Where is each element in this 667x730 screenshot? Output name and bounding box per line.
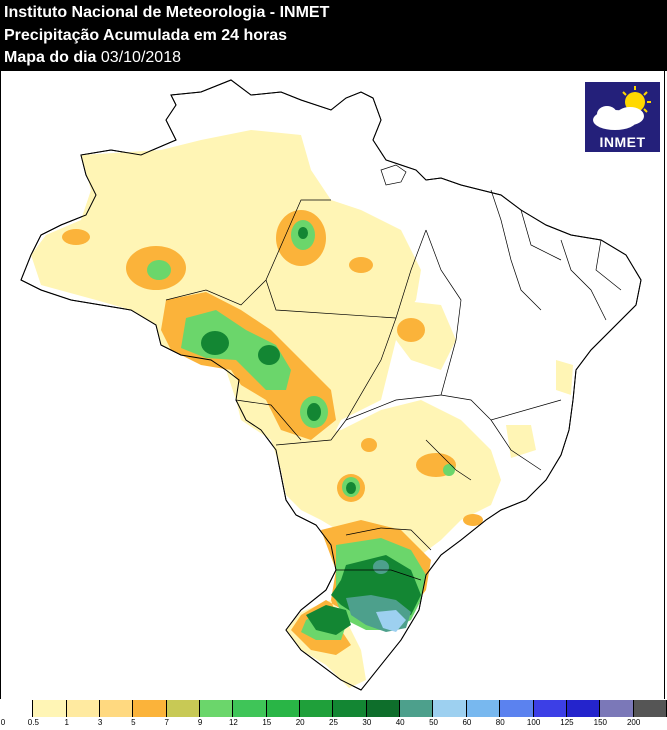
map-date: 03/10/2018 bbox=[100, 49, 181, 66]
marajo-island bbox=[380, 164, 407, 186]
legend-tick: 0.5 bbox=[27, 718, 39, 727]
legend-tick: 30 bbox=[362, 718, 372, 727]
legend-swatch bbox=[66, 700, 101, 717]
legend-swatch bbox=[600, 700, 634, 717]
legend-tick: 1 bbox=[64, 718, 69, 727]
map-header: Instituto Nacional de Meteorologia - INM… bbox=[0, 0, 667, 71]
legend-swatch bbox=[133, 700, 167, 717]
legend-swatch bbox=[366, 700, 401, 717]
precipitation-legend: 0 0.5 1 3 5 7 9 12 15 20 25 30 40 50 60 80 100 125 150 200 bbox=[0, 700, 667, 730]
legend-swatch bbox=[333, 700, 367, 717]
legend-tick: 80 bbox=[495, 718, 505, 727]
legend-swatch bbox=[200, 700, 234, 717]
state-borders bbox=[165, 189, 622, 581]
map-date-label: Mapa do dia bbox=[4, 49, 101, 66]
legend-color-bar bbox=[0, 700, 667, 717]
precipitation-map bbox=[0, 71, 665, 699]
legend-swatch bbox=[33, 700, 67, 717]
brazil-map-svg bbox=[20, 79, 642, 691]
legend-tick: 9 bbox=[197, 718, 203, 727]
legend-tick: 0 bbox=[0, 718, 6, 727]
map-date-line: Mapa do dia 03/10/2018 bbox=[4, 48, 181, 68]
legend-tick: 20 bbox=[295, 718, 305, 727]
logo-label: INMET bbox=[599, 134, 646, 150]
legend-tick: 12 bbox=[228, 718, 238, 727]
legend-tick: 3 bbox=[97, 718, 103, 727]
legend-swatch bbox=[466, 700, 501, 717]
legend-tick: 25 bbox=[329, 718, 338, 727]
legend-swatch bbox=[566, 700, 601, 717]
legend-tick: 7 bbox=[164, 718, 169, 727]
legend-swatch bbox=[166, 700, 201, 717]
inmet-logo: INMET bbox=[585, 82, 660, 152]
legend-swatch bbox=[433, 700, 467, 717]
legend-tick-labels: 0 0.5 1 3 5 7 9 12 15 20 25 30 40 50 60 80 100 125 150 200 bbox=[0, 718, 667, 730]
legend-tick: 125 bbox=[560, 718, 574, 727]
legend-swatch bbox=[633, 700, 667, 717]
legend-swatch bbox=[400, 700, 434, 717]
legend-tick: 150 bbox=[593, 718, 607, 727]
legend-tick: 40 bbox=[395, 718, 405, 727]
legend-tick: 15 bbox=[262, 718, 272, 727]
legend-tick: 100 bbox=[526, 718, 541, 727]
legend-tick: 200 bbox=[626, 718, 641, 727]
legend-swatch bbox=[0, 700, 34, 717]
precip-light-layer bbox=[31, 130, 573, 688]
legend-swatch bbox=[533, 700, 567, 717]
legend-swatch bbox=[266, 700, 301, 717]
sun-cloud-icon bbox=[593, 86, 651, 130]
legend-swatch bbox=[100, 700, 134, 717]
legend-swatch bbox=[300, 700, 334, 717]
institute-title: Instituto Nacional de Meteorologia - INM… bbox=[4, 4, 330, 21]
legend-tick: 50 bbox=[429, 718, 438, 727]
legend-tick: 5 bbox=[131, 718, 136, 727]
precip-extreme-layer bbox=[346, 560, 411, 632]
legend-swatch bbox=[233, 700, 267, 717]
legend-swatch bbox=[500, 700, 534, 717]
country-border bbox=[20, 79, 642, 691]
map-subtitle: Precipitação Acumulada em 24 horas bbox=[4, 27, 288, 44]
legend-tick: 60 bbox=[462, 718, 472, 727]
